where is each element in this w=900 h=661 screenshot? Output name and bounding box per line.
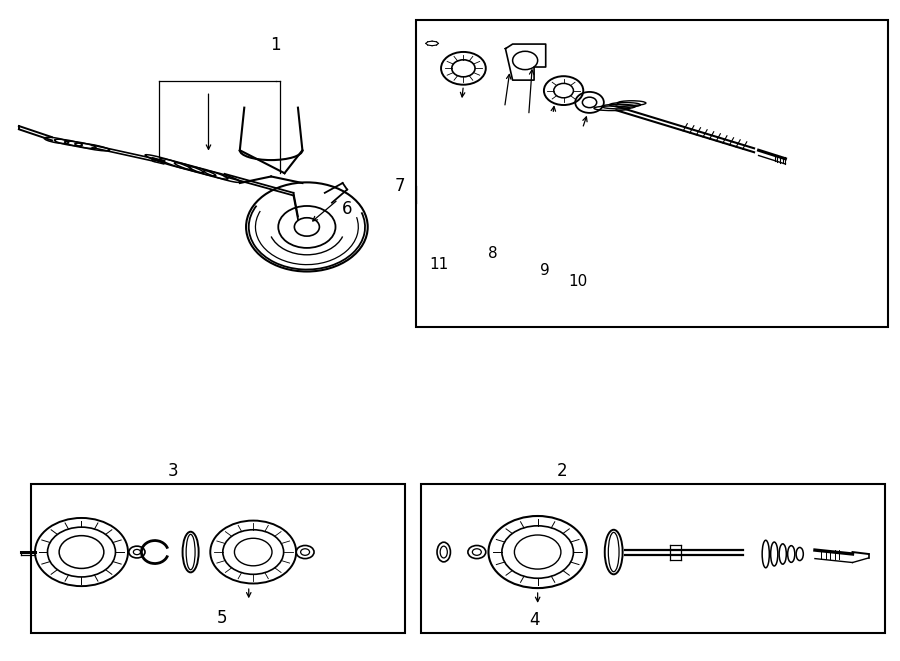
Text: 3: 3: [167, 463, 178, 481]
Text: 4: 4: [530, 611, 540, 629]
Text: 5: 5: [217, 609, 227, 627]
Text: 8: 8: [488, 246, 498, 260]
Bar: [416, 20, 888, 327]
Text: 7: 7: [395, 177, 405, 195]
Text: 1: 1: [270, 36, 281, 54]
Text: 9: 9: [540, 262, 550, 278]
Text: 2: 2: [556, 463, 567, 481]
Text: 11: 11: [429, 257, 449, 272]
Bar: [421, 484, 885, 633]
Text: 6: 6: [342, 200, 353, 218]
Text: 10: 10: [568, 274, 588, 290]
Bar: [32, 484, 405, 633]
